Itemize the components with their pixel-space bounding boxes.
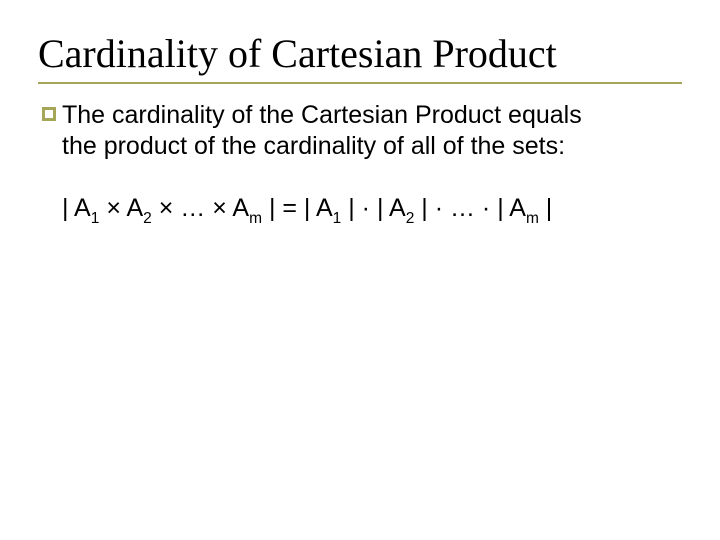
- slide-title: Cardinality of Cartesian Product: [38, 30, 557, 77]
- bullet-icon: [42, 107, 56, 121]
- body-paragraph: The cardinality of the Cartesian Product…: [62, 100, 582, 162]
- body-line-2: the product of the cardinality of all of…: [62, 132, 565, 160]
- title-underline: [38, 82, 682, 84]
- body-line-1: The cardinality of the Cartesian Product…: [62, 101, 582, 129]
- formula: | A1 × A2 × … × Am | = | A1 | · | A2 | ·…: [62, 194, 552, 223]
- slide: Cardinality of Cartesian Product The car…: [0, 0, 720, 540]
